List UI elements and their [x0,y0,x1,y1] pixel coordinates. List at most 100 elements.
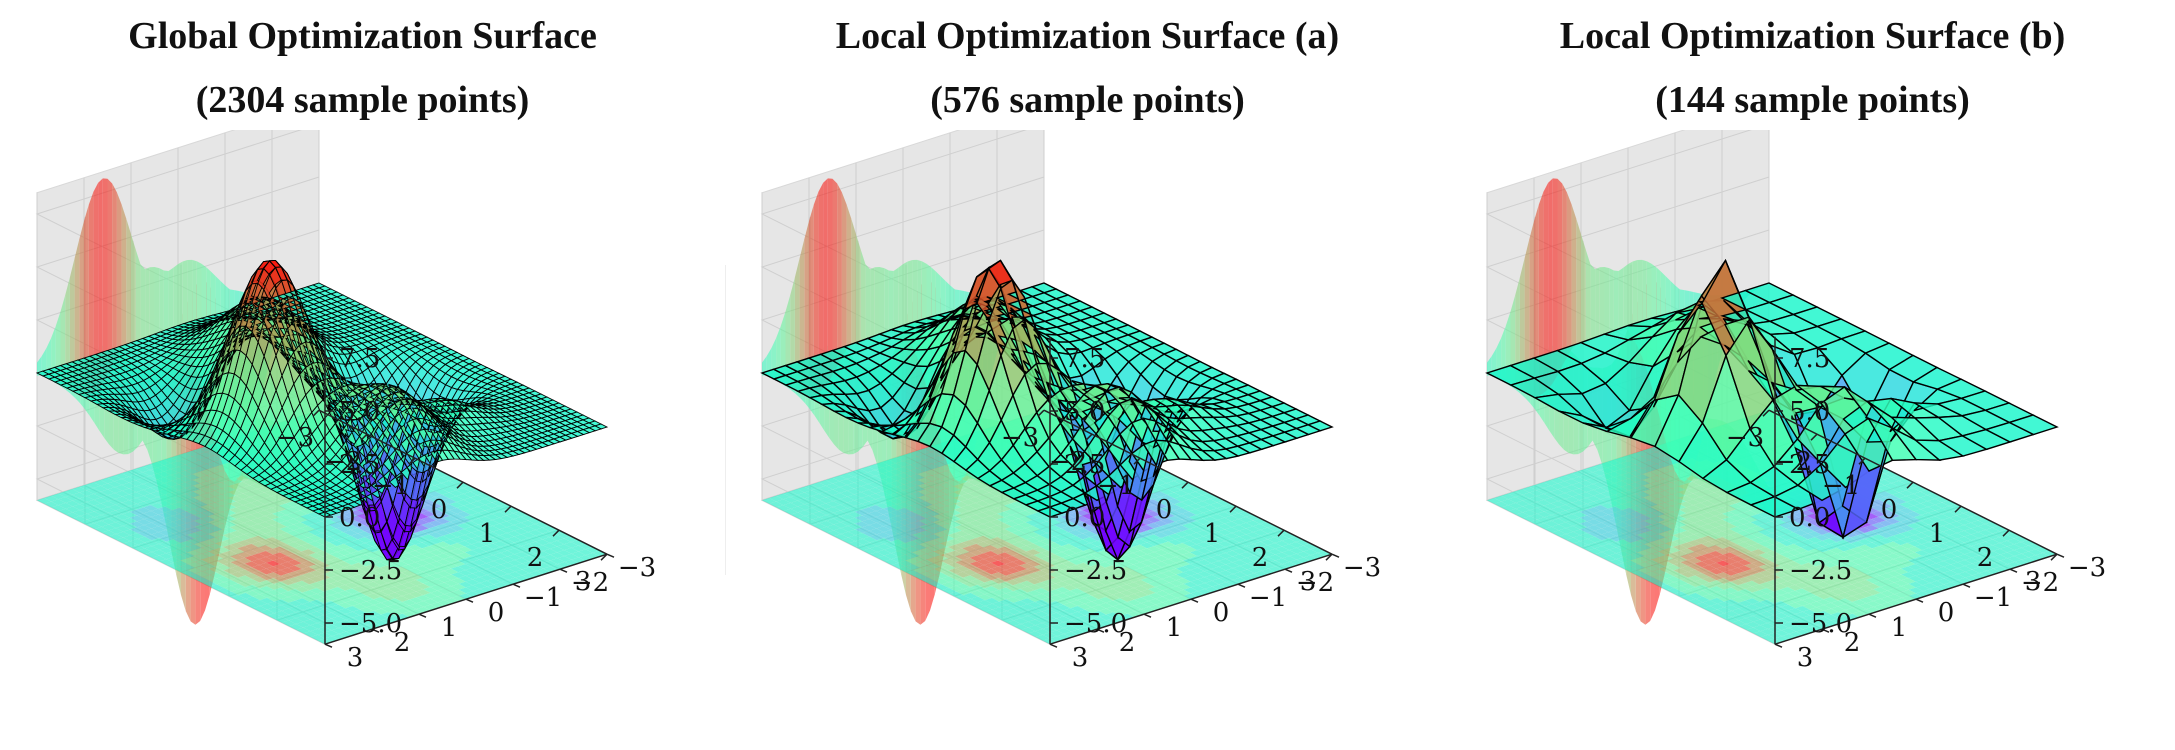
floor-contour-cell [228,489,243,496]
floor-contour-cell [444,580,459,587]
floor-contour-cell [421,511,436,517]
floor-contour-cell [221,497,237,504]
floor-contour-cell [235,487,250,494]
floor-contour-cell [229,530,244,537]
floor-contour-cell [179,499,194,506]
floor-contour-cell [157,465,172,472]
floor-contour-cell [861,489,876,496]
floor-contour-cell [344,553,359,560]
floor-contour-cell [335,514,351,521]
floor-contour-cell [521,538,536,544]
floor-contour-cell [288,606,303,613]
floor-contour-cell [430,584,445,591]
floor-contour-cell [869,528,884,535]
wall-projection-band [65,277,70,389]
floor-contour-cell [557,550,572,556]
floor-contour-cell [316,574,331,580]
floor-contour-cell [571,545,586,552]
floor-contour-cell [435,518,450,525]
wall-projection-band [780,311,786,382]
floor-contour-cell [932,479,947,485]
z-tick-label: 0.0 [339,503,380,533]
floor-contour-cell [186,520,202,527]
floor-contour-cell [336,520,351,527]
floor-contour-cell [151,508,166,515]
wall-projection-band [794,258,800,393]
floor-contour-cell [414,530,429,537]
floor-contour-cell [465,573,480,580]
floor-contour-cell [470,512,486,519]
floor-contour-cell [331,616,346,623]
floor-contour-cell [294,557,309,564]
floor-contour-cell [449,496,464,502]
floor-contour-cell [178,476,193,483]
floor-contour-cell [366,593,381,600]
floor-contour-cell [790,506,805,513]
floor-contour-cell [243,520,258,527]
floor-contour-cell [868,505,884,511]
floor-contour-cell [194,524,209,531]
floor-contour-cell [213,459,228,466]
floor-contour-cell [51,505,66,511]
floor-contour-cell [493,552,508,559]
floor-contour-cell [414,519,429,525]
floor-contour-cell [847,506,862,512]
floor-contour-cell [237,563,252,570]
floor-contour-cell [179,505,194,512]
floor-contour-cell [854,509,869,516]
floor-contour-cell [449,513,464,520]
x-tick-label: 2 [527,543,544,573]
floor-contour-cell [238,592,253,599]
floor-contour-cell [258,551,273,557]
floor-contour-cell [142,470,158,476]
wall-projection-band [870,267,875,338]
floor-contour-cell [215,517,230,524]
floor-contour-cell [535,521,550,528]
floor-contour-cell [143,499,158,506]
floor-contour-cell [471,542,486,548]
floor-contour-cell [179,493,194,500]
floor-contour-cell [493,541,508,547]
floor-contour-cell [485,537,501,544]
wall-projection-band [832,178,838,376]
floor-contour-cell [350,527,365,534]
floor-contour-cell [316,585,331,592]
floor-contour-cell [528,529,543,536]
floor-contour-cell [387,598,403,605]
floor-contour-cell [244,538,259,544]
floor-contour-cell [86,493,101,500]
floor-contour-cell [960,481,975,488]
floor-contour-cell [387,574,402,581]
floor-contour-cell [847,500,862,507]
floor-contour-cell [137,536,152,543]
floor-contour-cell [471,536,486,543]
floor-contour-cell [387,569,402,575]
floor-contour-cell [422,581,438,588]
floor-contour-cell [265,554,281,561]
floor-contour-cell [804,507,820,514]
floor-contour-cell [201,539,216,546]
floor-contour-cell [330,581,345,588]
floor-contour-cell [471,530,486,537]
floor-contour-cell [179,511,194,518]
floor-contour-cell [164,480,179,487]
floor-contour-cell [230,554,245,561]
y-tick-label: 3 [347,643,364,673]
floor-contour-cell [472,559,487,566]
floor-contour-cell [434,494,450,501]
floor-contour-cell [564,553,579,560]
floor-contour-cell [394,578,409,585]
floor-contour-cell [93,485,108,492]
floor-contour-cell [121,470,136,477]
wall-projection-band [173,264,178,331]
floor-contour-cell [862,519,877,525]
floor-contour-cell [542,525,557,532]
floor-contour-cell [996,511,1012,518]
floor-contour-cell [151,543,167,550]
floor-contour-cell [202,563,217,570]
floor-contour-cell [428,508,443,515]
floor-contour-cell [338,625,354,632]
floor-contour-cell [144,534,159,541]
floor-contour-cell [380,571,395,578]
floor-contour-cell [882,465,897,472]
